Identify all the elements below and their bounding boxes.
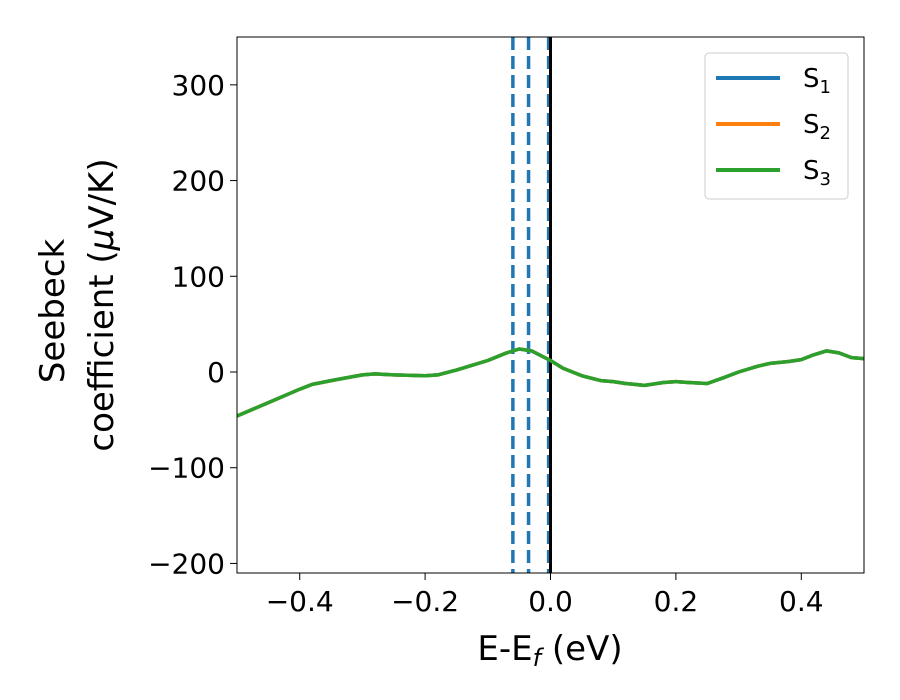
x-tick-label: 0.4 bbox=[779, 585, 824, 618]
y-axis-label-line2: coefficient (μV/K) bbox=[82, 158, 122, 451]
x-tick-label: 0.2 bbox=[654, 585, 699, 618]
legend-label-2: S2 bbox=[803, 110, 831, 144]
x-axis-label: E-Ef (eV) bbox=[477, 629, 622, 672]
y-tick-label: 100 bbox=[172, 260, 225, 293]
y-tick-label: 200 bbox=[172, 165, 225, 198]
series-line-3 bbox=[237, 347, 864, 418]
legend-label-base: S bbox=[803, 156, 820, 186]
y-tick-label: 300 bbox=[172, 69, 225, 102]
x-tick-label: −0.2 bbox=[391, 585, 459, 618]
legend-label-sub: 2 bbox=[820, 123, 831, 144]
x-axis-ticks: −0.4 −0.2 0.0 0.2 0.4 bbox=[266, 573, 824, 618]
legend-label-base: S bbox=[803, 64, 820, 94]
vertical-lines bbox=[511, 37, 552, 573]
y-axis-ticks: −200 −100 0 100 200 300 bbox=[148, 69, 237, 580]
series-lines bbox=[237, 347, 864, 418]
x-axis-label-main: E-E bbox=[477, 629, 532, 669]
y-axis-label-prefix: coefficient ( bbox=[82, 250, 122, 451]
legend-label-base: S bbox=[803, 110, 820, 140]
y-axis-label-suffix: V/K) bbox=[82, 158, 122, 228]
legend-label-1: S1 bbox=[803, 64, 831, 98]
legend-label-3: S3 bbox=[803, 156, 831, 190]
x-tick-label: 0.0 bbox=[528, 585, 573, 618]
y-tick-label: −100 bbox=[148, 452, 225, 485]
x-axis-label-unit: (eV) bbox=[541, 629, 623, 669]
legend-label-sub: 3 bbox=[820, 169, 831, 190]
legend-label-sub: 1 bbox=[820, 77, 831, 98]
x-tick-label: −0.4 bbox=[266, 585, 334, 618]
y-axis-label-line1: Seebeck bbox=[33, 239, 73, 384]
y-tick-label: −200 bbox=[148, 547, 225, 580]
y-axis-label-mu: μ bbox=[82, 229, 122, 252]
y-tick-label: 0 bbox=[207, 356, 225, 389]
